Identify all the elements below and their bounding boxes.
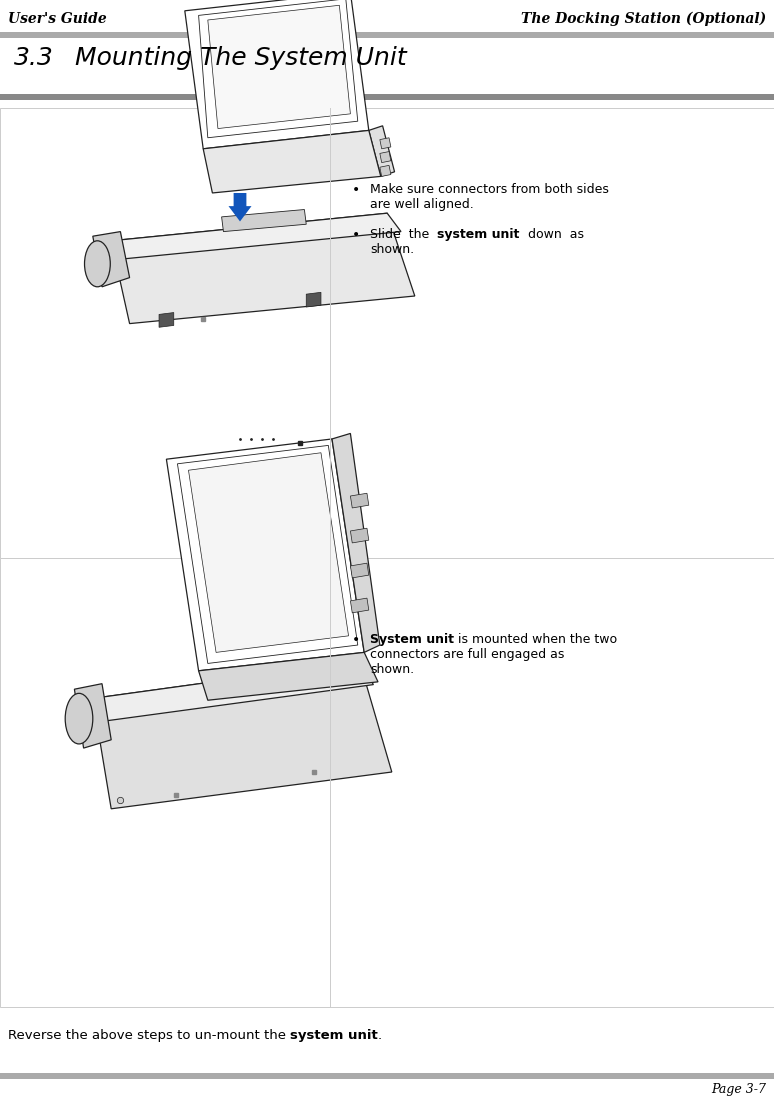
Polygon shape (380, 165, 391, 177)
Polygon shape (93, 662, 373, 721)
Text: Slide  the: Slide the (370, 228, 437, 241)
Polygon shape (185, 0, 368, 149)
Text: shown.: shown. (370, 243, 414, 256)
Polygon shape (351, 493, 368, 508)
Text: •: • (352, 183, 360, 197)
Polygon shape (332, 434, 380, 653)
Ellipse shape (84, 240, 110, 287)
Polygon shape (380, 138, 391, 149)
Polygon shape (177, 445, 358, 663)
Text: connectors are full engaged as: connectors are full engaged as (370, 648, 564, 661)
Polygon shape (166, 439, 365, 671)
Text: The Docking Station (Optional): The Docking Station (Optional) (521, 12, 766, 27)
Polygon shape (189, 453, 348, 653)
Text: 3.3: 3.3 (14, 46, 53, 70)
Polygon shape (351, 528, 368, 543)
Polygon shape (111, 214, 415, 323)
Text: Reverse the above steps to un-mount the: Reverse the above steps to un-mount the (8, 1029, 290, 1042)
Text: down  as: down as (519, 228, 584, 241)
Polygon shape (368, 126, 395, 177)
Bar (0, 558, 774, 1007)
Polygon shape (199, 0, 358, 138)
Text: •: • (352, 228, 360, 241)
FancyArrowPatch shape (228, 193, 252, 221)
Polygon shape (380, 152, 391, 162)
Polygon shape (159, 313, 173, 328)
Polygon shape (221, 209, 307, 231)
Bar (0, 94, 774, 100)
Polygon shape (351, 563, 368, 578)
Bar (0, 32, 774, 38)
Text: is mounted when the two: is mounted when the two (454, 633, 617, 646)
Text: shown.: shown. (370, 663, 414, 676)
Bar (0, 1073, 774, 1079)
Polygon shape (307, 292, 321, 307)
Text: .: . (378, 1029, 382, 1042)
Polygon shape (204, 131, 381, 193)
Polygon shape (93, 231, 129, 287)
Text: System unit: System unit (370, 633, 454, 646)
Text: User's Guide: User's Guide (8, 12, 107, 26)
Bar (0, 108, 774, 558)
Ellipse shape (65, 693, 93, 743)
Polygon shape (351, 598, 368, 613)
Text: Mounting The System Unit: Mounting The System Unit (75, 46, 406, 70)
Polygon shape (207, 6, 351, 129)
Text: Page 3-7: Page 3-7 (711, 1083, 766, 1096)
Polygon shape (74, 684, 111, 748)
Text: system unit: system unit (437, 228, 519, 241)
Text: Make sure connectors from both sides: Make sure connectors from both sides (370, 183, 609, 196)
Polygon shape (111, 214, 401, 259)
Polygon shape (199, 653, 378, 700)
Polygon shape (93, 662, 392, 808)
Text: •: • (352, 633, 360, 647)
Text: are well aligned.: are well aligned. (370, 198, 474, 211)
Text: system unit: system unit (290, 1029, 378, 1042)
